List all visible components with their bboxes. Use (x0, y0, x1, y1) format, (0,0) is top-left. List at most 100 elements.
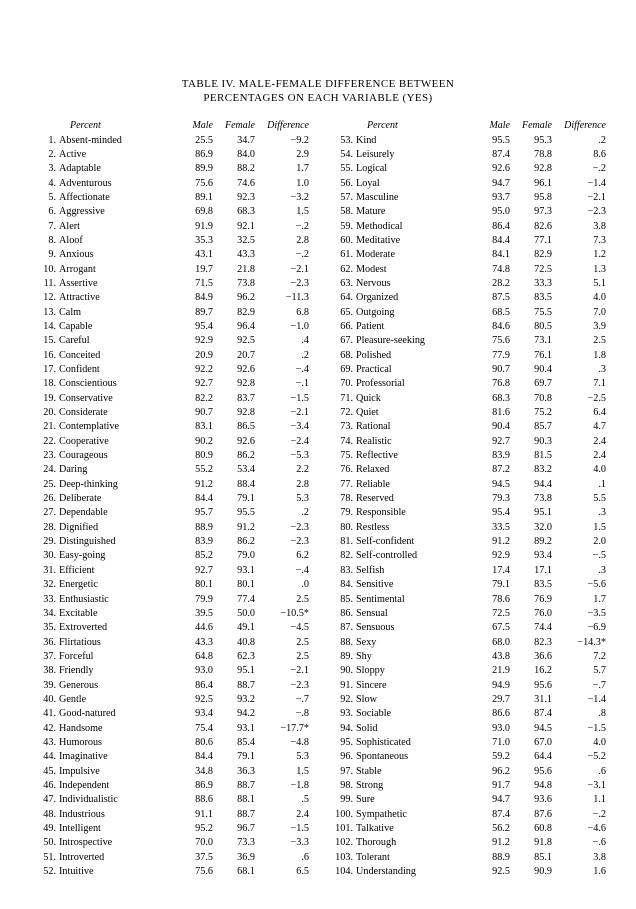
row-male: 94.7 (472, 793, 512, 807)
table-col-right: Percent Male Female Difference 53.Kind95… (325, 120, 608, 880)
row-number: 44. (28, 750, 56, 764)
row-number: 80. (325, 521, 353, 535)
hdr-percent: Percent (56, 120, 175, 134)
row-diff: 2.5 (257, 593, 311, 607)
row-diff: .5 (257, 793, 311, 807)
row-number: 94. (325, 722, 353, 736)
row-label: Individualistic (56, 793, 175, 807)
row-diff: −1.5 (257, 822, 311, 836)
row-male: 43.8 (472, 650, 512, 664)
row-number: 93. (325, 707, 353, 721)
row-number: 103. (325, 851, 353, 865)
row-label: Sophisticated (353, 736, 472, 750)
row-female: 20.7 (215, 349, 257, 363)
table-row: 93.Sociable86.687.4.8 (325, 707, 608, 721)
row-label: Affectionate (56, 191, 175, 205)
row-diff: −.7 (257, 693, 311, 707)
row-diff: 2.5 (257, 650, 311, 664)
row-diff: 1.3 (554, 263, 608, 277)
row-male: 34.8 (175, 765, 215, 779)
row-female: 92.5 (215, 334, 257, 348)
row-male: 89.1 (175, 191, 215, 205)
row-female: 68.3 (215, 205, 257, 219)
row-diff: 2.4 (554, 449, 608, 463)
table-row: 82.Self-controlled92.993.4−.5 (325, 549, 608, 563)
row-label: Reflective (353, 449, 472, 463)
row-number: 39. (28, 679, 56, 693)
row-label: Introspective (56, 836, 175, 850)
table-row: 5.Affectionate89.192.3−3.2 (28, 191, 311, 205)
row-label: Intelligent (56, 822, 175, 836)
row-female: 34.7 (215, 134, 257, 148)
row-number: 88. (325, 636, 353, 650)
table-row: 30.Easy-going85.279.06.2 (28, 549, 311, 563)
row-diff: −2.3 (257, 679, 311, 693)
row-label: Calm (56, 306, 175, 320)
row-label: Humorous (56, 736, 175, 750)
row-diff: 1.8 (554, 349, 608, 363)
row-diff: −.7 (554, 679, 608, 693)
table-row: 32.Energetic80.180.1.0 (28, 578, 311, 592)
table-row: 104.Understanding92.590.91.6 (325, 865, 608, 879)
row-diff: −2.3 (554, 205, 608, 219)
row-diff: −17.7* (257, 722, 311, 736)
row-female: 69.7 (512, 377, 554, 391)
row-label: Responsible (353, 506, 472, 520)
row-female: 62.3 (215, 650, 257, 664)
row-female: 93.2 (215, 693, 257, 707)
table-row: 59.Methodical86.482.63.8 (325, 220, 608, 234)
row-number: 9. (28, 248, 56, 262)
row-female: 78.8 (512, 148, 554, 162)
table-row: 33.Enthusiastic79.977.42.5 (28, 593, 311, 607)
row-diff: −4.5 (257, 621, 311, 635)
row-number: 48. (28, 808, 56, 822)
row-number: 32. (28, 578, 56, 592)
table-row: 15.Careful92.992.5.4 (28, 334, 311, 348)
table-row: 7.Alert91.992.1−.2 (28, 220, 311, 234)
row-male: 86.9 (175, 779, 215, 793)
row-diff: −.2 (554, 808, 608, 822)
data-table-left: Percent Male Female Difference 1.Absent-… (28, 120, 311, 880)
table-row: 16.Conceited20.920.7.2 (28, 349, 311, 363)
row-male: 72.5 (472, 607, 512, 621)
row-female: 93.4 (512, 549, 554, 563)
row-label: Careful (56, 334, 175, 348)
row-number: 1. (28, 134, 56, 148)
row-number: 16. (28, 349, 56, 363)
table-row: 86.Sensual72.576.0−3.5 (325, 607, 608, 621)
row-number: 71. (325, 392, 353, 406)
row-label: Pleasure-seeking (353, 334, 472, 348)
row-male: 93.0 (175, 664, 215, 678)
row-diff: −2.3 (257, 521, 311, 535)
row-number: 55. (325, 162, 353, 176)
row-label: Adventurous (56, 177, 175, 191)
table-row: 78.Reserved79.373.85.5 (325, 492, 608, 506)
row-number: 77. (325, 478, 353, 492)
row-female: 79.1 (215, 492, 257, 506)
row-number: 12. (28, 291, 56, 305)
row-number: 87. (325, 621, 353, 635)
table-row: 70.Professorial76.869.77.1 (325, 377, 608, 391)
row-number: 23. (28, 449, 56, 463)
row-label: Aloof (56, 234, 175, 248)
row-male: 88.9 (175, 521, 215, 535)
row-female: 94.2 (215, 707, 257, 721)
row-diff: 3.8 (554, 851, 608, 865)
row-female: 87.6 (512, 808, 554, 822)
row-number: 68. (325, 349, 353, 363)
row-male: 95.4 (472, 506, 512, 520)
row-label: Mature (353, 205, 472, 219)
row-male: 94.9 (472, 679, 512, 693)
row-male: 33.5 (472, 521, 512, 535)
row-number: 101. (325, 822, 353, 836)
row-male: 92.7 (472, 435, 512, 449)
row-male: 86.4 (175, 679, 215, 693)
row-diff: 4.0 (554, 291, 608, 305)
row-male: 90.7 (472, 363, 512, 377)
row-number: 81. (325, 535, 353, 549)
row-diff: −2.3 (257, 535, 311, 549)
row-female: 88.7 (215, 779, 257, 793)
row-number: 92. (325, 693, 353, 707)
row-number: 79. (325, 506, 353, 520)
row-female: 93.1 (215, 564, 257, 578)
